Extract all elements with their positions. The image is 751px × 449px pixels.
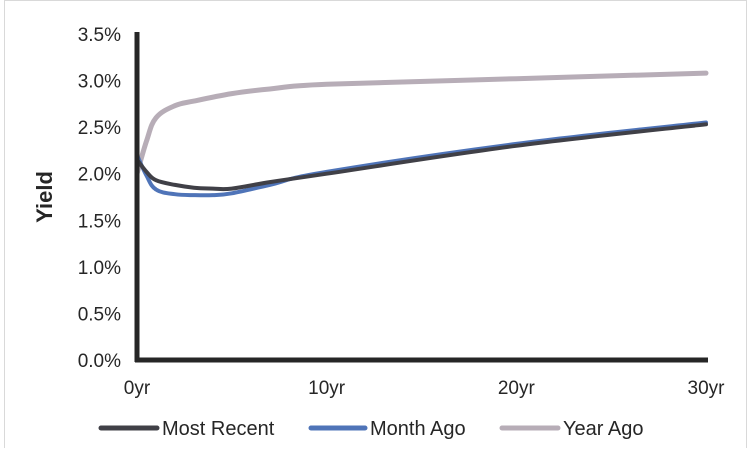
x-tick-label: 30yr (688, 378, 726, 399)
series-line-most-recent (135, 122, 708, 192)
legend-label: Most Recent (162, 418, 275, 440)
y-tick-label: 2.5% (78, 118, 121, 139)
x-tick-label: 0yr (124, 378, 151, 399)
legend-label: Year Ago (563, 418, 643, 440)
legend-label: Month Ago (370, 418, 466, 440)
y-axis-ticks: 0.0% 0.5% 1.0% 1.5% 2.0% 2.5% 3.0% 3.5% (78, 25, 121, 372)
y-tick-label: 1.0% (78, 258, 121, 279)
axes (134, 32, 708, 363)
yield-curve-chart: 0.0% 0.5% 1.0% 1.5% 2.0% 2.5% 3.0% 3.5% 0yr 10yr… (32, 25, 725, 440)
y-tick-label: 0.0% (78, 351, 121, 372)
x-axis-ticks: 0yr 10yr 20yr 30yr (124, 378, 725, 399)
x-tick-label: 20yr (498, 378, 536, 399)
y-tick-label: 0.5% (78, 304, 121, 325)
series-lines (134, 70, 709, 198)
y-tick-label: 3.0% (78, 72, 121, 93)
chart-frame: 0.0% 0.5% 1.0% 1.5% 2.0% 2.5% 3.0% 3.5% 0yr 10yr… (4, 0, 747, 448)
y-axis-title: Yield (32, 171, 57, 223)
legend: Most Recent Month Ago Year Ago (98, 418, 643, 440)
x-tick-label: 10yr (308, 378, 346, 399)
y-tick-label: 3.5% (78, 25, 121, 46)
y-tick-label: 1.5% (78, 211, 121, 232)
series-line-year-ago (134, 70, 709, 177)
y-tick-label: 2.0% (78, 165, 121, 186)
